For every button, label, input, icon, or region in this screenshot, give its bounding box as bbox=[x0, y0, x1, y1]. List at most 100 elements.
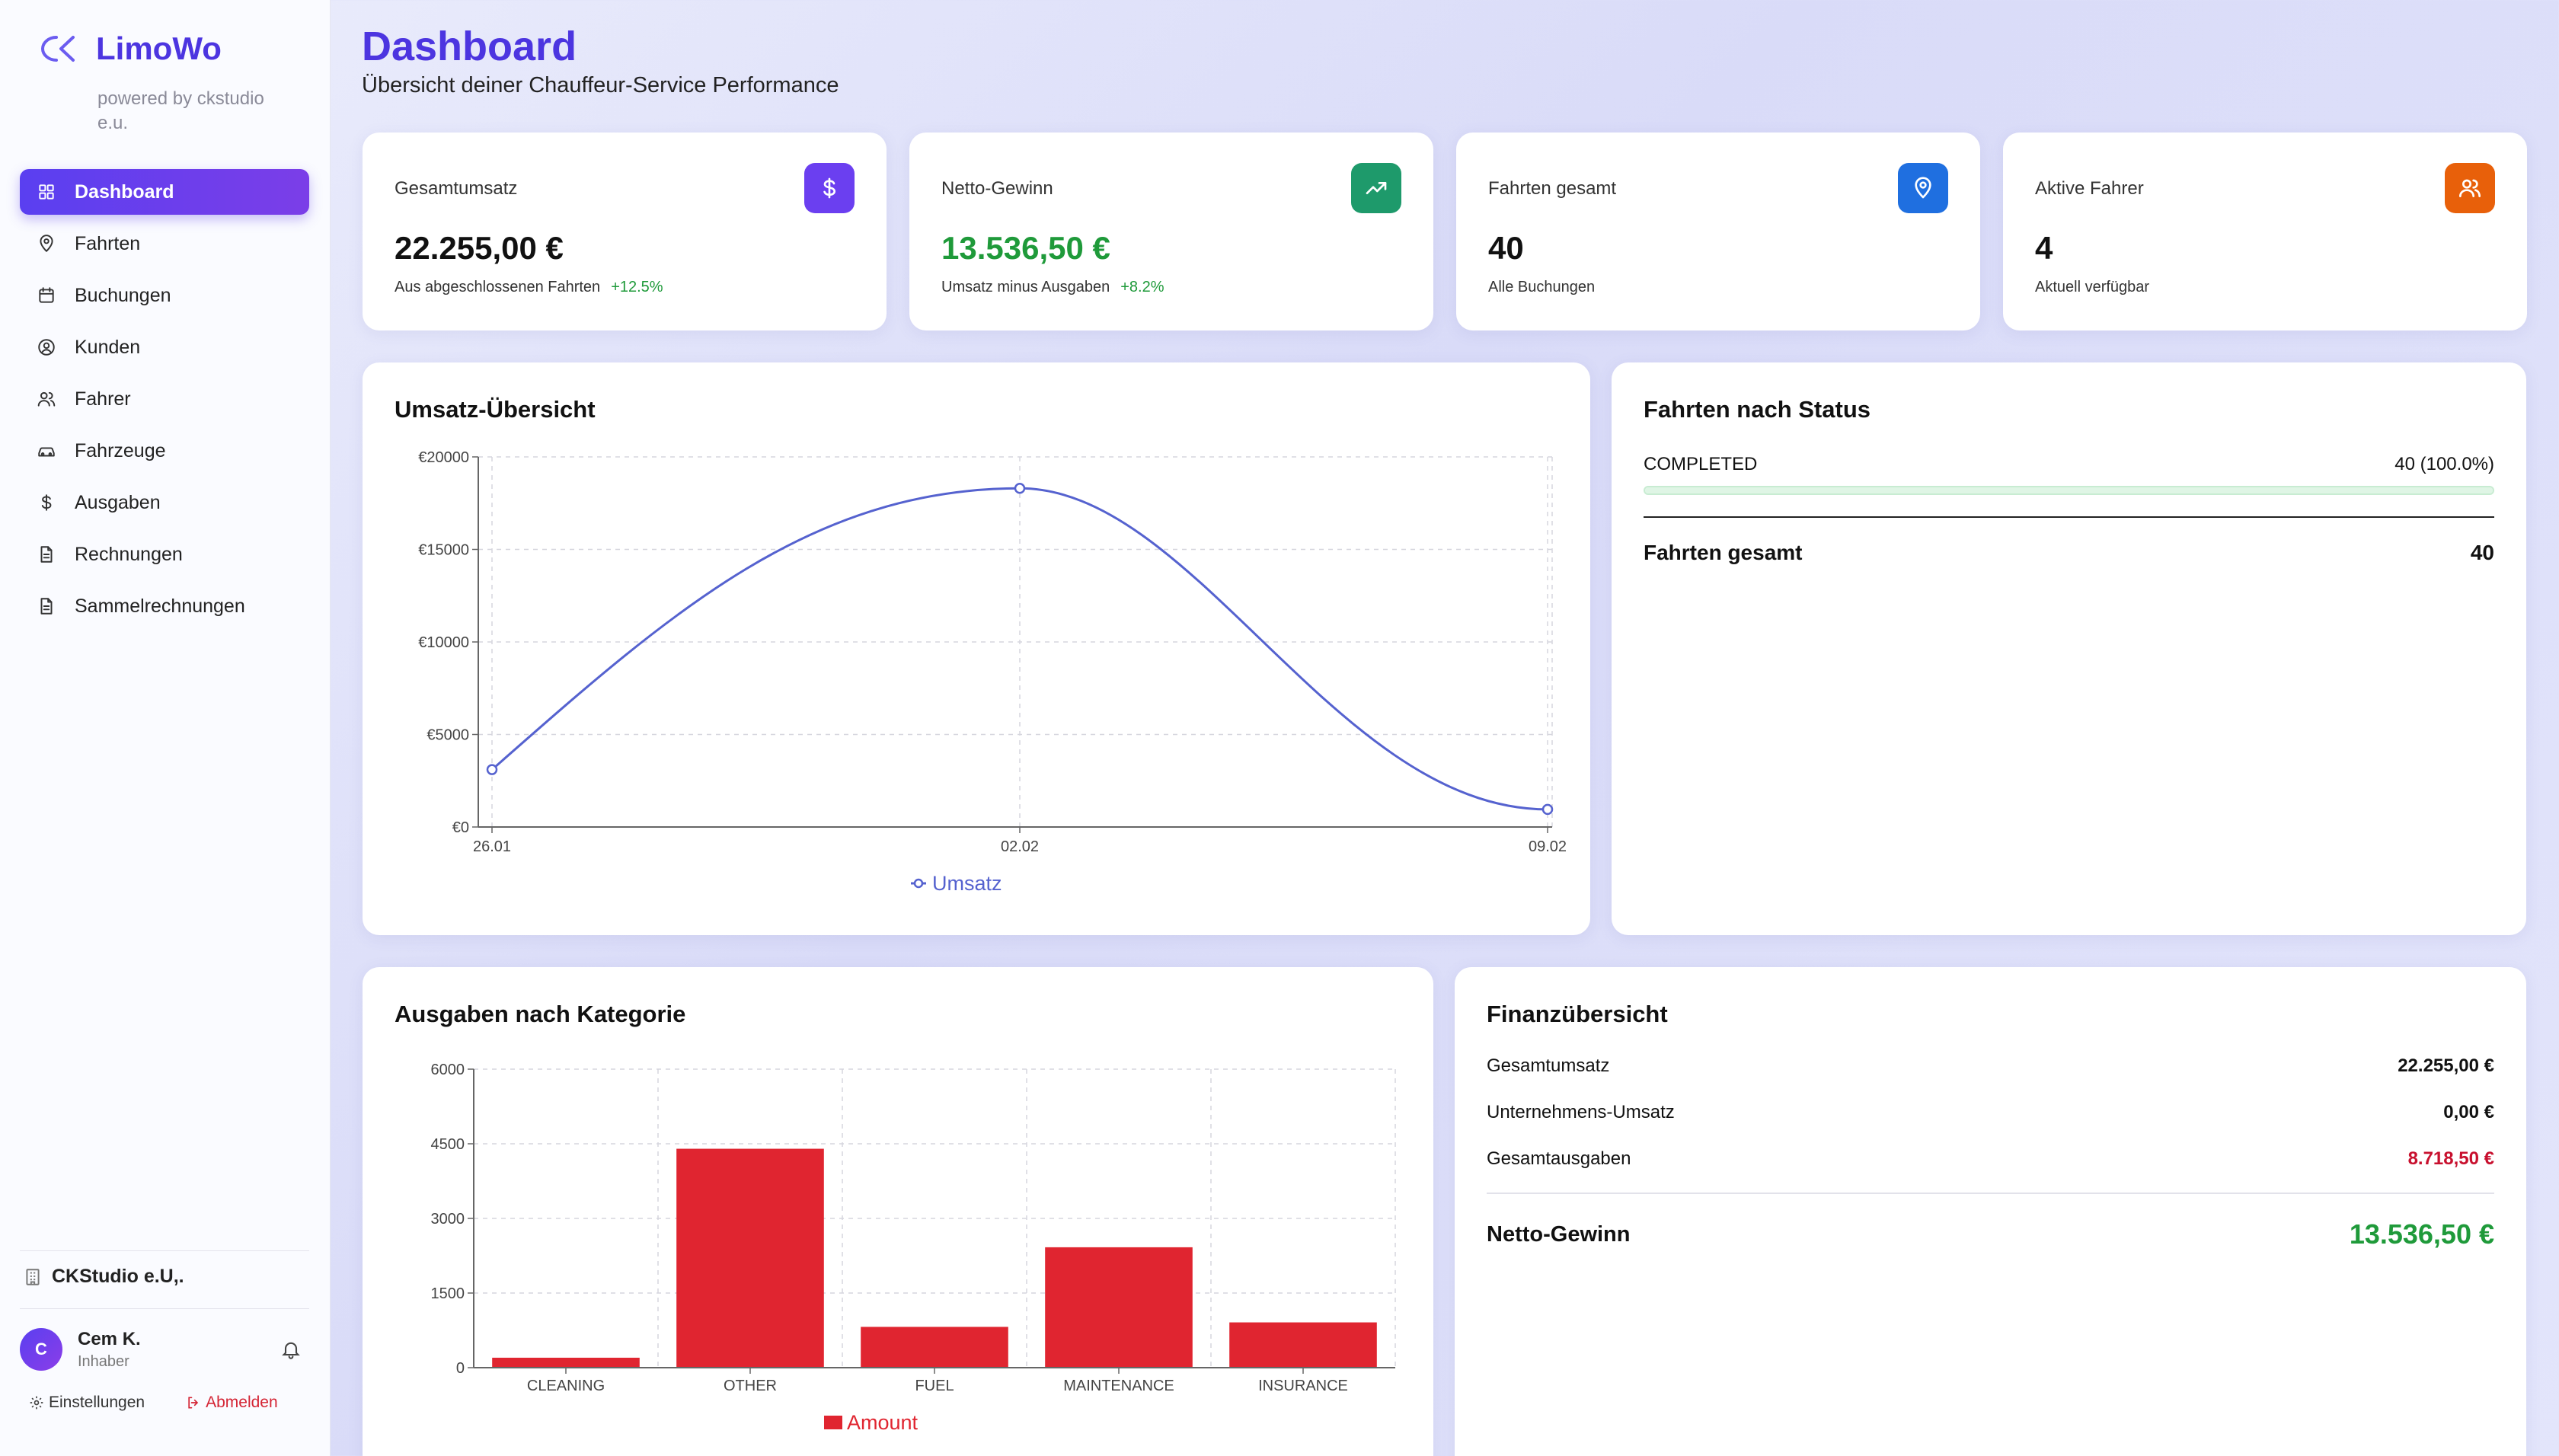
user-role: Inhaber bbox=[78, 1352, 129, 1370]
logout-icon bbox=[188, 1397, 199, 1409]
finance-row-label: Unternehmens-Umsatz bbox=[1487, 1102, 1675, 1122]
net-profit-value: 13.536,50 € bbox=[2349, 1218, 2494, 1250]
page-subtitle: Übersicht deiner Chauffeur-Service Perfo… bbox=[362, 73, 839, 97]
kpi-icon-badge bbox=[2445, 163, 2495, 213]
status-divider bbox=[1644, 516, 2494, 518]
finance-row: Gesamtausgaben 8.718,50 € bbox=[1487, 1148, 2494, 1170]
file-icon bbox=[40, 546, 53, 563]
finance-row-value: 22.255,00 € bbox=[2398, 1055, 2494, 1076]
series-line-umsatz bbox=[491, 487, 1548, 811]
bar-maintenance[interactable] bbox=[1045, 1247, 1193, 1368]
legend-label: Amount bbox=[847, 1411, 918, 1434]
y-tick-label: €0 bbox=[452, 819, 469, 836]
data-point[interactable] bbox=[1014, 483, 1026, 494]
sidebar-item-label: Dashboard bbox=[75, 180, 174, 203]
bell-icon[interactable] bbox=[280, 1339, 302, 1360]
kpi-value: 40 bbox=[1488, 230, 1524, 266]
kpi-note: Alle Buchungen bbox=[1488, 279, 1596, 295]
x-tick-label: INSURANCE bbox=[1258, 1378, 1348, 1394]
brand-name: LimoWo bbox=[96, 30, 222, 66]
sidebar-item-label: Fahrer bbox=[75, 388, 131, 410]
sidebar: LimoWo powered by ckstudio e.u. Dashboar… bbox=[0, 0, 331, 1456]
x-tick-label: 02.02 bbox=[1001, 838, 1039, 855]
status-total-label: Fahrten gesamt bbox=[1644, 541, 1803, 564]
y-tick-label: €15000 bbox=[418, 542, 469, 559]
kpi-card: Aktive Fahrer 4 Aktuell verfügbar bbox=[2003, 133, 2527, 330]
user-circle-icon bbox=[38, 339, 55, 356]
car-icon bbox=[38, 447, 55, 457]
gear-icon bbox=[30, 1396, 43, 1410]
kpi-card: Gesamtumsatz 22.255,00 € Aus abgeschloss… bbox=[363, 133, 887, 330]
kpi-value: 4 bbox=[2035, 230, 2053, 266]
y-tick-label: €20000 bbox=[418, 449, 469, 466]
users-icon bbox=[2459, 179, 2481, 197]
sidebar-item-sammelrechnungen[interactable]: Sammelrechnungen bbox=[20, 583, 309, 629]
x-tick-label: MAINTENANCE bbox=[1063, 1378, 1174, 1394]
sidebar-item-rechnungen[interactable]: Rechnungen bbox=[20, 532, 309, 577]
revenue-card: Umsatz-Übersicht €0 €5000 €10000 €15000 €200… bbox=[363, 362, 1590, 935]
company-name: CKStudio e.U,. bbox=[52, 1266, 184, 1287]
kpi-value: 13.536,50 € bbox=[941, 230, 1110, 266]
legend-marker-dot bbox=[913, 878, 924, 889]
finance-row-value: 0,00 € bbox=[2443, 1102, 2494, 1122]
sidebar-item-label: Ausgaben bbox=[75, 491, 161, 513]
calendar-icon bbox=[39, 287, 54, 303]
bar-cleaning[interactable] bbox=[492, 1357, 640, 1368]
logout-link[interactable]: Abmelden bbox=[186, 1394, 278, 1412]
logout-label: Abmelden bbox=[206, 1394, 278, 1411]
expenses-bar-chart: 0 1500 3000 4500 6000 CLEANING OTHER FUEL MAINTE… bbox=[431, 1062, 1396, 1434]
file-icon bbox=[40, 598, 53, 615]
x-tick-label: FUEL bbox=[915, 1378, 954, 1394]
sidebar-item-fahrten[interactable]: Fahrten bbox=[20, 221, 309, 267]
settings-link[interactable]: Einstellungen bbox=[29, 1394, 145, 1412]
expenses-title: Ausgaben nach Kategorie bbox=[395, 1001, 686, 1027]
kpi-label: Netto-Gewinn bbox=[941, 178, 1053, 199]
kpi-card: Fahrten gesamt 40 Alle Buchungen bbox=[1456, 133, 1980, 330]
sidebar-divider bbox=[20, 1308, 309, 1309]
status-value: 40 (100.0%) bbox=[2394, 454, 2494, 474]
finance-row-label: Gesamtausgaben bbox=[1487, 1148, 1631, 1169]
sidebar-item-dashboard[interactable]: Dashboard bbox=[20, 169, 309, 215]
trending-up-icon bbox=[1366, 182, 1387, 194]
data-point[interactable] bbox=[1541, 803, 1554, 816]
map-pin-icon bbox=[40, 235, 53, 252]
y-tick-label: 3000 bbox=[431, 1211, 465, 1228]
x-tick-label: 26.01 bbox=[473, 838, 511, 855]
sidebar-item-kunden[interactable]: Kunden bbox=[20, 324, 309, 370]
y-tick-label: 1500 bbox=[431, 1285, 465, 1302]
sidebar-item-label: Buchungen bbox=[75, 284, 171, 306]
kpi-label: Gesamtumsatz bbox=[395, 178, 518, 199]
kpi-value: 22.255,00 € bbox=[395, 230, 564, 266]
status-progress-bar bbox=[1644, 486, 2494, 495]
bar-other[interactable] bbox=[676, 1148, 824, 1368]
kpi-delta: +12.5% bbox=[611, 279, 663, 295]
sidebar-item-buchungen[interactable]: Buchungen bbox=[20, 273, 309, 318]
net-profit-label: Netto-Gewinn bbox=[1487, 1221, 1631, 1247]
user-profile[interactable]: C Cem K. Inhaber bbox=[20, 1327, 302, 1372]
bar-fuel[interactable] bbox=[861, 1327, 1008, 1368]
status-progress-fill bbox=[1645, 487, 2493, 493]
sidebar-nav: Dashboard Fahrten Buchungen Kunden Fahrer Fah… bbox=[20, 169, 309, 635]
company-switcher[interactable]: CKStudio e.U,. bbox=[23, 1266, 184, 1288]
sidebar-item-fahrzeuge[interactable]: Fahrzeuge bbox=[20, 428, 309, 474]
logo-icon bbox=[40, 36, 75, 62]
x-tick-label: OTHER bbox=[724, 1378, 777, 1394]
kpi-card: Netto-Gewinn 13.536,50 € Umsatz minus Au… bbox=[909, 133, 1433, 330]
brand[interactable]: LimoWo bbox=[38, 30, 222, 67]
bar-insurance[interactable] bbox=[1229, 1322, 1377, 1368]
finance-row: Unternehmens-Umsatz 0,00 € bbox=[1487, 1102, 2494, 1123]
legend-label: Umsatz bbox=[932, 872, 1002, 895]
sidebar-item-label: Fahrzeuge bbox=[75, 439, 166, 461]
y-tick-label: 4500 bbox=[431, 1136, 465, 1153]
revenue-title: Umsatz-Übersicht bbox=[395, 396, 596, 423]
kpi-label: Aktive Fahrer bbox=[2035, 178, 2144, 199]
sidebar-item-ausgaben[interactable]: Ausgaben bbox=[20, 480, 309, 525]
sidebar-item-fahrer[interactable]: Fahrer bbox=[20, 376, 309, 422]
kpi-icon-badge bbox=[804, 163, 855, 213]
sidebar-item-label: Fahrten bbox=[75, 232, 141, 254]
brand-subtitle: powered by ckstudio e.u. bbox=[97, 88, 264, 133]
data-point[interactable] bbox=[486, 764, 498, 775]
y-tick-label: 0 bbox=[456, 1360, 465, 1377]
sidebar-divider bbox=[20, 1250, 309, 1251]
kpi-icon-badge bbox=[1351, 163, 1401, 213]
